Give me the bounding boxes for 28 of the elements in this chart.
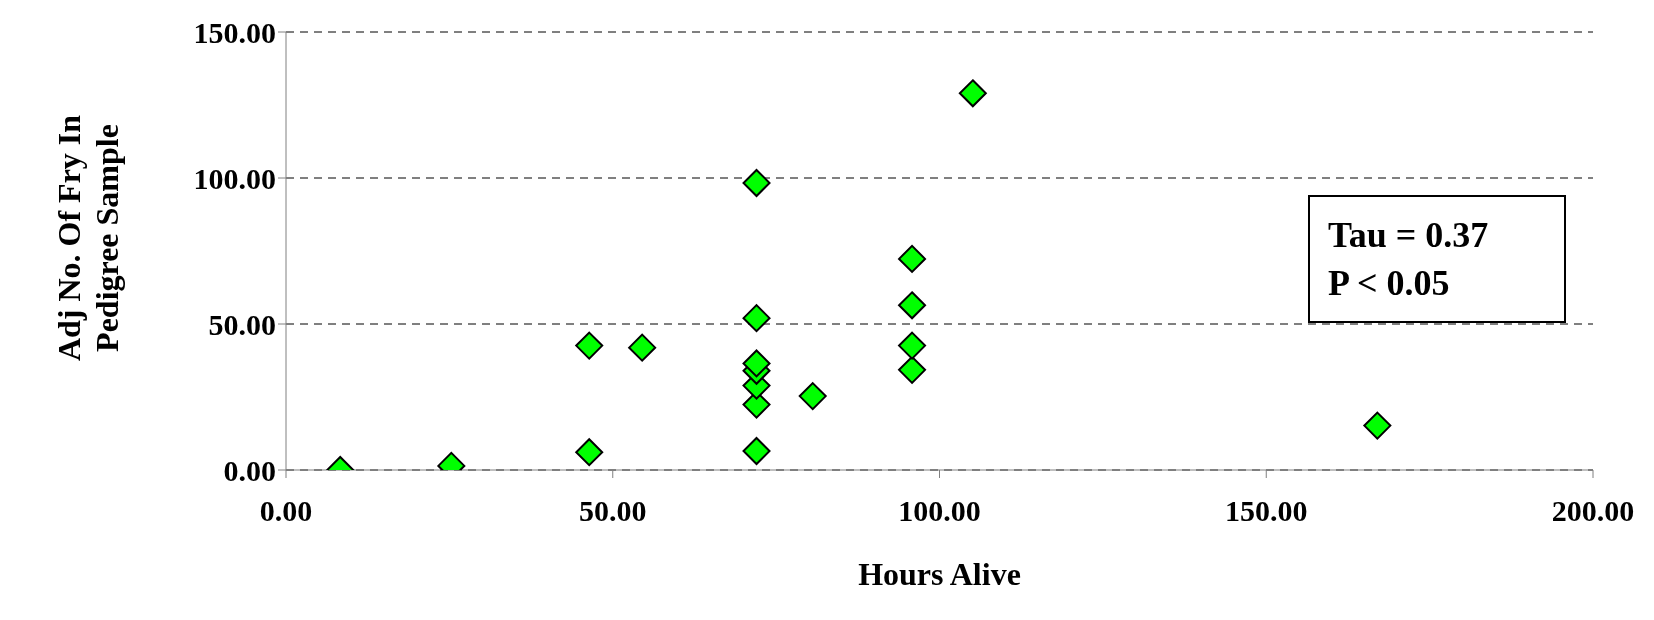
point: [575, 438, 604, 467]
point: [898, 355, 927, 384]
y-tick-label: 0.00: [223, 453, 276, 487]
x-tick-label: 150.00: [1225, 494, 1308, 528]
point: [575, 331, 604, 360]
y-axis-title: Adj No. Of Fry In Pedigree Sample: [51, 114, 125, 362]
point: [1363, 411, 1392, 440]
point: [742, 437, 771, 466]
point: [742, 304, 771, 333]
x-tick-label: 50.00: [579, 494, 647, 528]
x-tick-label: 200.00: [1551, 494, 1635, 528]
x-tick-label: 0.00: [259, 494, 313, 528]
point: [798, 382, 827, 411]
point: [628, 333, 657, 362]
note-box: Tau = 0.37 P < 0.05: [1308, 195, 1566, 323]
annotation: Tau = 0.37: [1328, 214, 1490, 257]
y-tick-label: 50.00: [208, 307, 276, 341]
x-axis-title: Hours Alive: [857, 556, 1022, 593]
annotation: P < 0.05: [1328, 262, 1451, 305]
point: [742, 168, 771, 197]
point: [898, 331, 927, 360]
x-tick-label: 100.00: [898, 494, 981, 528]
y-tick-label: 150.00: [193, 15, 276, 49]
point: [958, 79, 987, 108]
y-tick-label: 100.00: [193, 161, 276, 195]
point: [898, 244, 927, 273]
point: [898, 291, 927, 320]
point: [742, 349, 771, 378]
